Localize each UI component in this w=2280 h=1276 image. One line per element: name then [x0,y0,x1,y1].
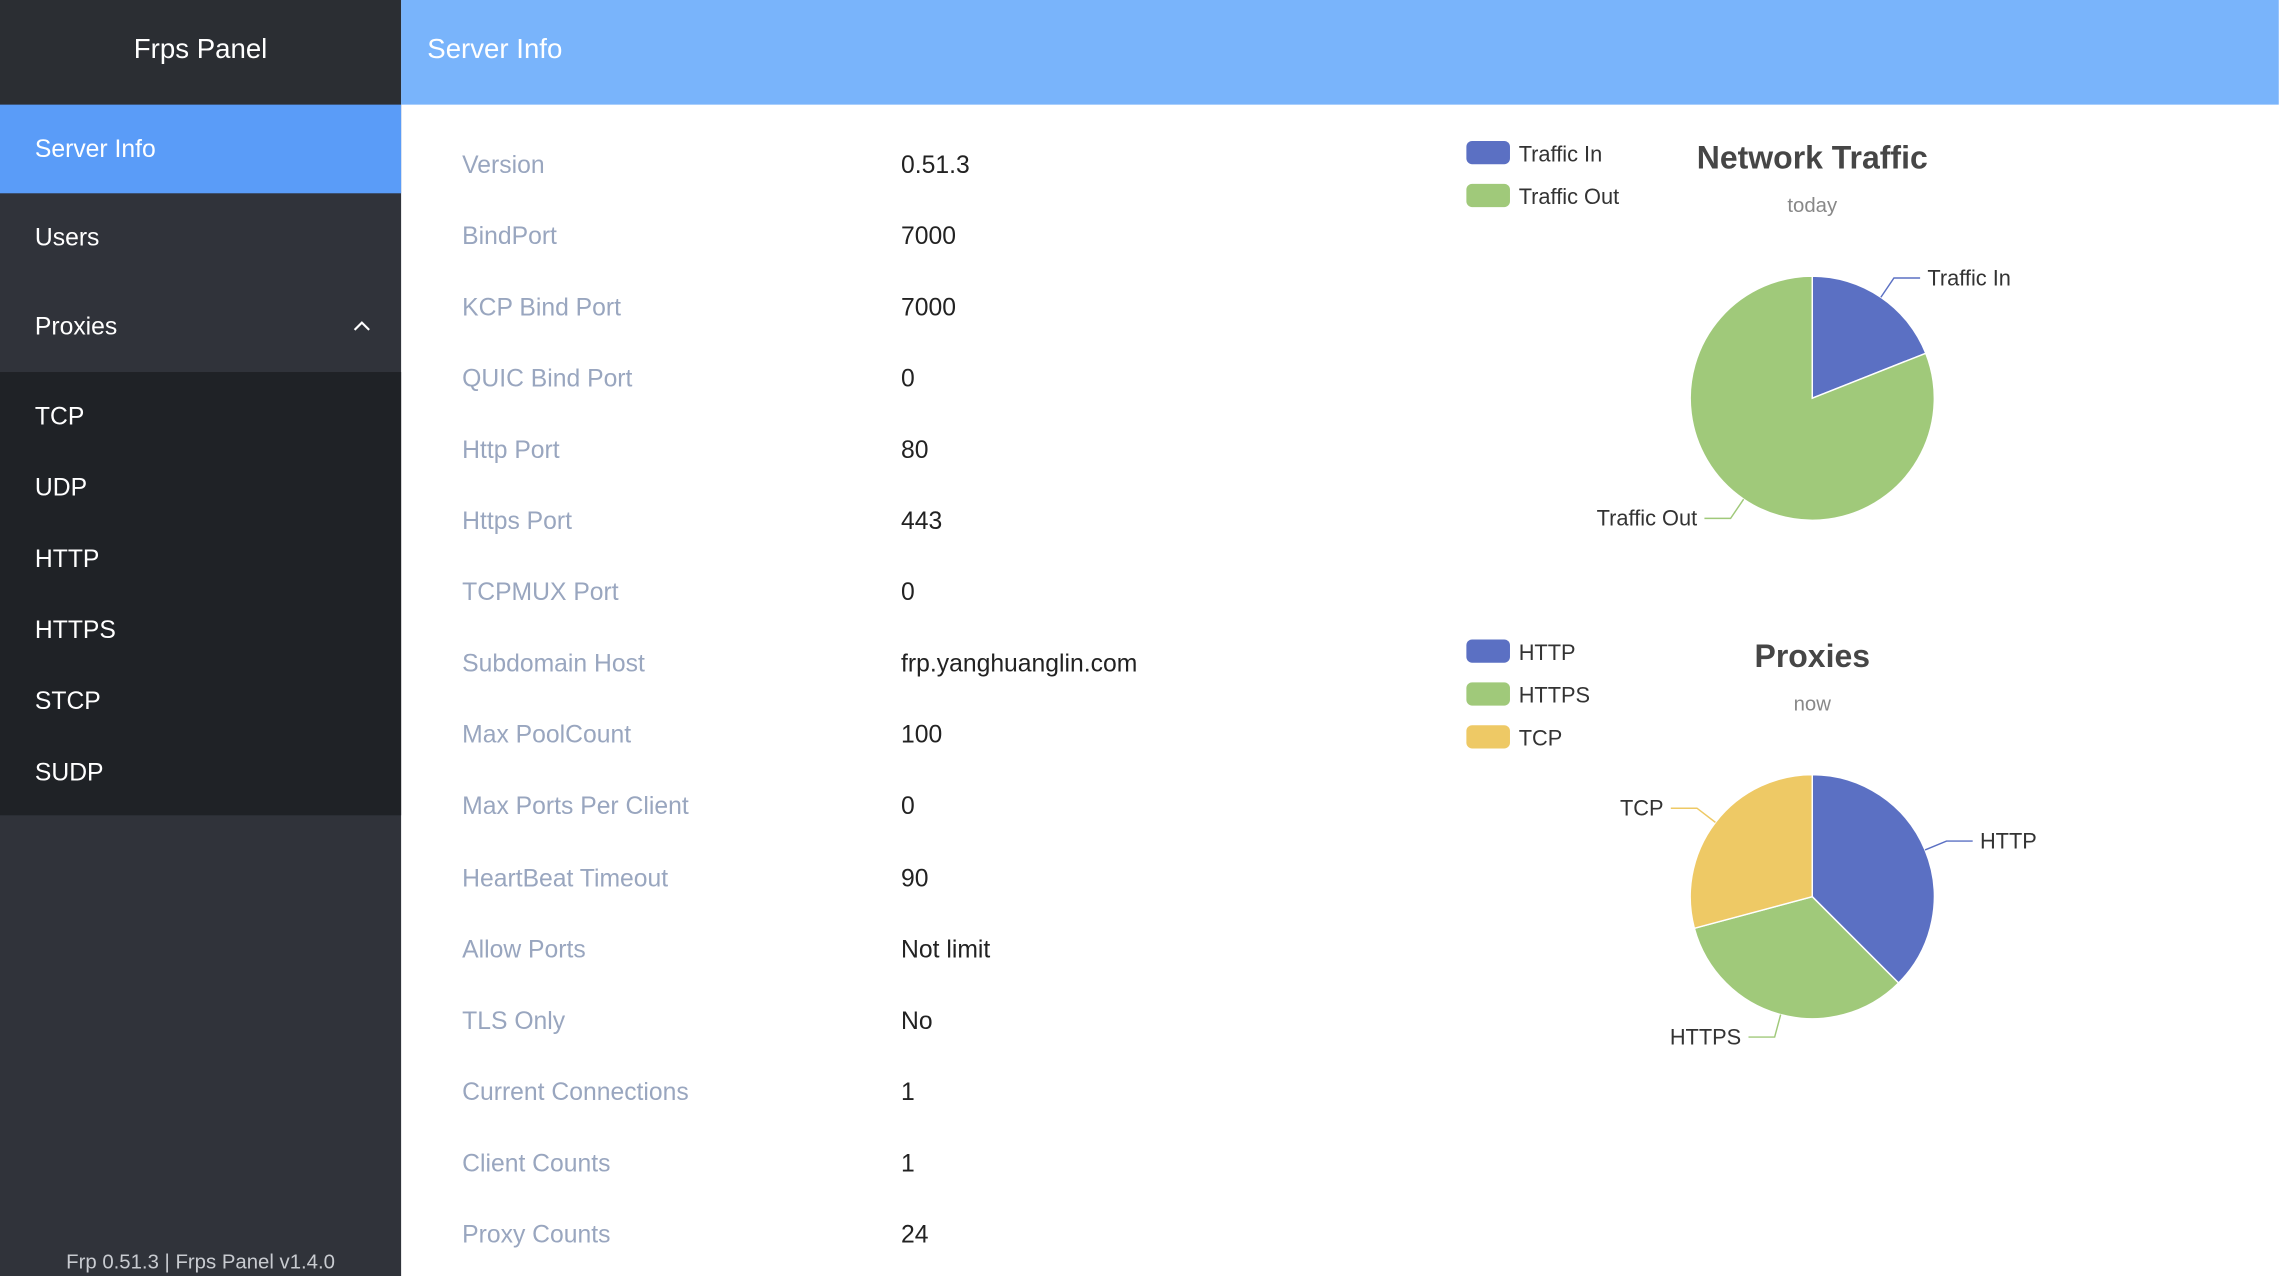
slice-label: Traffic Out [1597,506,1697,531]
info-value: 1 [901,1077,915,1106]
pie-slice [1811,275,1927,400]
info-label: Subdomain Host [462,650,645,678]
menu-item[interactable]: Proxies [34,312,118,341]
info-value: 0 [901,792,915,821]
label-line [1704,498,1745,520]
info-label: TCPMUX Port [462,578,619,607]
legend-label: HTTP [1519,640,1576,665]
sidebar: Frps Panel Server Info Users Proxies TCP… [0,0,402,1276]
chart-title: Proxies [1755,638,1871,674]
chart-subtitle: today [1787,195,1838,217]
info-label: Http Port [462,436,560,464]
info-value: 100 [901,721,943,750]
menu-item[interactable]: Users [34,223,100,252]
info-value: 7000 [901,293,957,322]
info-value: 1 [901,1149,915,1177]
info-label: Client Counts [462,1149,611,1177]
info-value: 0 [901,364,915,393]
legend-swatch [1466,682,1510,706]
footer: Frp 0.51.3 | Frps Panel v1.4.0 [66,1249,335,1274]
slice-label: HTTPS [1670,1024,1741,1049]
chevron[interactable] [352,318,372,333]
legend-label: Traffic In [1519,141,1603,166]
legend-swatch [1466,725,1510,749]
submenu-item[interactable]: SUDP [34,758,104,787]
info-value: No [901,1006,933,1035]
info-value: frp.yanghuanglin.com [901,650,1138,678]
info-label: Current Connections [462,1077,689,1106]
chart-title: Network Traffic [1697,140,1928,176]
sidebar-title: Frps Panel [0,0,402,105]
info-label: Https Port [462,507,573,536]
info-value: 80 [901,436,929,464]
info-label: KCP Bind Port [462,293,621,322]
submenu-item[interactable]: TCP [34,402,85,431]
pie-slice [1689,773,1813,930]
legend-label: HTTPS [1519,683,1590,708]
slice-label: HTTP [1980,828,2037,853]
info-label: Proxy Counts [462,1220,611,1249]
info-value: 0.51.3 [901,151,970,179]
info-label: QUIC Bind Port [462,364,633,393]
label-line [1880,277,1921,298]
info-label: BindPort [462,222,557,251]
slice-label: Traffic In [1927,265,2011,290]
info-label: Allow Ports [462,935,586,963]
info-label: Max PoolCount [462,721,632,750]
submenu-item[interactable]: STCP [34,687,101,716]
submenu-item[interactable]: HTTP [34,544,100,573]
info-value: Not limit [901,935,991,963]
legend-label: Traffic Out [1519,184,1619,209]
menu-item[interactable]: Server Info [0,104,402,194]
label-line [1924,840,1973,851]
info-value: 24 [901,1220,929,1249]
info-value: 7000 [901,222,957,251]
info-value: 0 [901,578,915,607]
info-value: 90 [901,863,929,892]
info-label: TLS Only [462,1006,566,1035]
header: Server Info [401,0,2279,105]
submenu-item[interactable]: UDP [34,473,88,502]
legend-swatch [1466,183,1510,208]
label-line [1670,807,1716,823]
legend-label: TCP [1519,726,1563,751]
slice-label: TCP [1620,795,1664,820]
legend-swatch [1466,639,1510,663]
submenu-item[interactable]: HTTPS [34,616,116,644]
chart-subtitle: now [1794,694,1832,716]
info-label: HeartBeat Timeout [462,863,669,892]
legend-swatch [1466,140,1510,165]
info-label: Version [462,151,545,179]
submenu: TCP UDP HTTP HTTPS STCP SUDP [0,372,402,816]
label-line [1748,1014,1782,1038]
info-label: Max Ports Per Client [462,792,689,821]
info-value: 443 [901,507,943,536]
